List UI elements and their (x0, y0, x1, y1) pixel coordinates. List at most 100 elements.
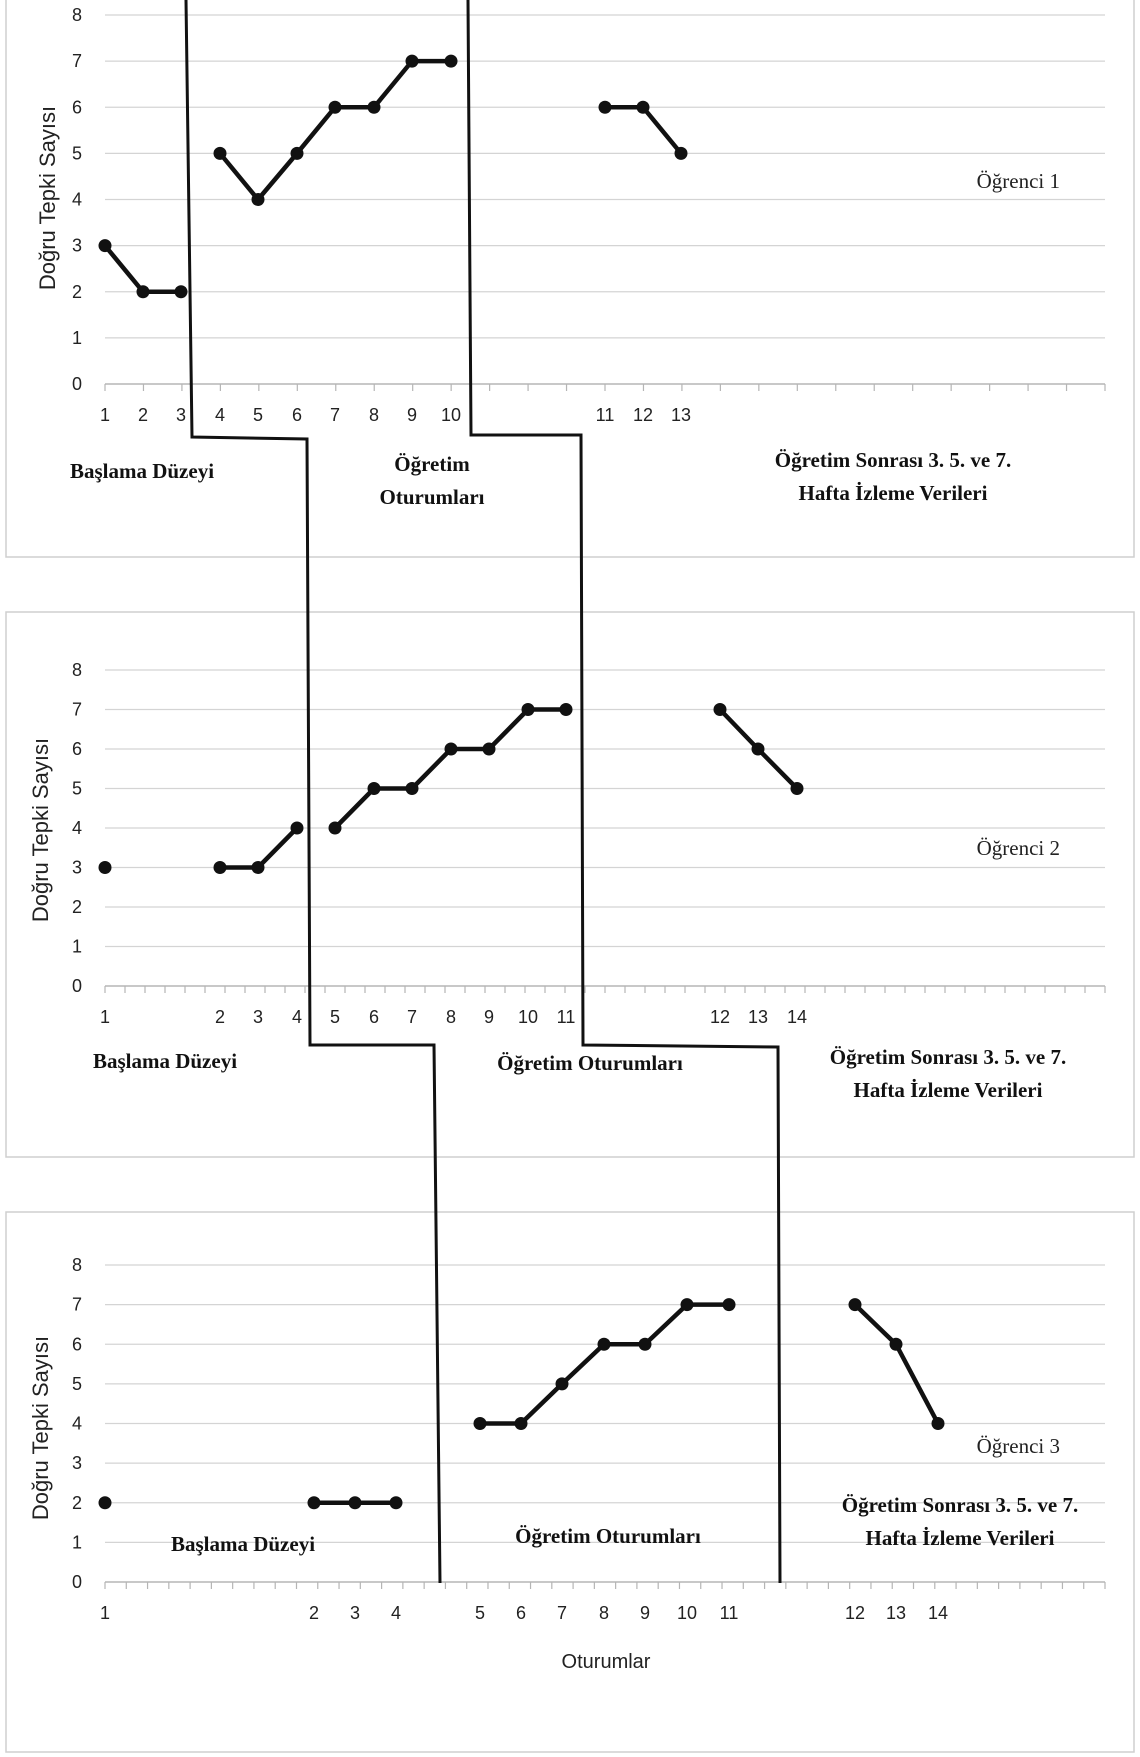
phase-label-baseline-1: Başlama Düzeyi (70, 459, 214, 483)
x-tick-label: 9 (407, 405, 417, 425)
phase-line-teaching (466, 0, 782, 1584)
data-point (213, 861, 227, 874)
data-point (514, 1417, 528, 1430)
y-tick-label: 4 (72, 818, 82, 838)
y-tick-label: 3 (72, 236, 82, 256)
y-axis-label-2: Doğru Tepki Sayısı (28, 738, 53, 922)
x-tick-label: 3 (176, 405, 186, 425)
data-point (251, 861, 265, 874)
y-tick-label: 5 (72, 143, 82, 163)
data-point (98, 239, 112, 253)
y-tick-label: 3 (72, 1453, 82, 1473)
x-tick-label: 12 (710, 1007, 730, 1027)
x-tick-label: 11 (720, 1603, 739, 1623)
data-point (444, 742, 458, 756)
x-tick-label: 6 (516, 1603, 526, 1623)
x-tick-label: 8 (599, 1603, 609, 1623)
data-point (444, 54, 458, 68)
y-tick-label: 0 (72, 1572, 82, 1592)
phase-line-baseline (184, 0, 442, 1584)
x-tick-label: 10 (677, 1603, 697, 1623)
x-tick-label: 8 (446, 1007, 456, 1027)
phase-change-lines (184, 0, 782, 1584)
y-tick-label: 5 (72, 1374, 82, 1394)
student-label-1: Öğrenci 1 (977, 169, 1060, 193)
x-tick-label: 13 (886, 1603, 906, 1623)
y-tick-label: 7 (72, 700, 82, 720)
x-tick-label: 6 (369, 1007, 379, 1027)
series-line-teaching (218, 58, 451, 202)
phase-label-baseline-3: Başlama Düzeyi (171, 1532, 315, 1556)
x-tick-label: 10 (441, 405, 461, 425)
data-point (136, 285, 150, 299)
y-tick-label: 8 (72, 660, 82, 680)
y-tick-label: 2 (72, 282, 82, 302)
y-tick-label: 4 (72, 190, 82, 210)
x-tick-label: 7 (407, 1007, 417, 1027)
data-point (521, 703, 535, 716)
data-point (722, 1298, 736, 1312)
x-tick-label: 7 (557, 1603, 567, 1623)
x-tick-label: 7 (330, 405, 340, 425)
x-tick-label: 11 (557, 1007, 576, 1027)
data-point (473, 1417, 487, 1430)
data-point (555, 1377, 569, 1391)
data-point (307, 1496, 321, 1510)
x-tick-label: 4 (391, 1603, 401, 1623)
panel-frame-1 (5, 0, 1135, 558)
x-tick-label: 9 (640, 1603, 650, 1623)
x-axis-label-3: Oturumlar (562, 1651, 651, 1673)
axes (104, 383, 1106, 1589)
y-axis-label-3: Doğru Tepki Sayısı (28, 1336, 53, 1520)
phase-label-teaching-2: Öğretim Oturumları (497, 1051, 683, 1075)
student-label-3: Öğrenci 3 (977, 1434, 1060, 1458)
phase-label-baseline-2: Başlama Düzeyi (93, 1049, 237, 1073)
data-point (290, 146, 304, 160)
y-tick-label: 8 (72, 5, 82, 25)
x-tick-label: 1 (100, 405, 110, 425)
x-tick-label: 1 (100, 1603, 110, 1623)
data-point (328, 100, 342, 114)
data-point (713, 703, 727, 716)
data-point (889, 1337, 903, 1351)
panel-frame-2 (5, 611, 1135, 1158)
data-point (213, 146, 227, 160)
panel-frame-3 (5, 1211, 1135, 1753)
data-point (597, 1337, 611, 1351)
x-tick-label: 13 (671, 405, 691, 425)
data-point (751, 742, 765, 756)
data-point (931, 1417, 945, 1430)
data-point (98, 861, 112, 874)
x-tick-label: 3 (253, 1007, 263, 1027)
x-tick-label: 14 (928, 1603, 948, 1623)
x-tick-label: 11 (596, 405, 615, 425)
x-tick-label: 10 (518, 1007, 538, 1027)
x-tick-label: 5 (330, 1007, 340, 1027)
y-tick-label: 2 (72, 897, 82, 917)
y-axis-label-1: Doğru Tepki Sayısı (35, 106, 60, 290)
y-tick-label: 4 (72, 1414, 82, 1434)
series-line-teaching (333, 707, 566, 830)
panel-frames (5, 0, 1135, 1753)
phase-label-followup-3b: Hafta İzleme Verileri (866, 1526, 1055, 1550)
y-tick-label: 7 (72, 51, 82, 71)
phase-label-followup-2a: Öğretim Sonrası 3. 5. ve 7. (830, 1045, 1066, 1069)
x-tick-label: 8 (369, 405, 379, 425)
y-tick-label: 3 (72, 858, 82, 878)
phase-label-teaching-1a: Öğretim (394, 452, 470, 476)
data-point (636, 100, 650, 114)
x-tick-label: 4 (215, 405, 225, 425)
data-point (790, 782, 804, 795)
y-tick-label: 2 (72, 1493, 82, 1513)
y-tick-label: 1 (72, 937, 82, 957)
data-point (290, 821, 304, 835)
data-point (482, 742, 496, 756)
y-tick-label: 1 (72, 328, 82, 348)
x-tick-label: 6 (292, 405, 302, 425)
y-tick-label: 8 (72, 1255, 82, 1275)
data-series (98, 54, 945, 1510)
data-point (638, 1337, 652, 1351)
series-line-teaching (480, 1302, 729, 1426)
